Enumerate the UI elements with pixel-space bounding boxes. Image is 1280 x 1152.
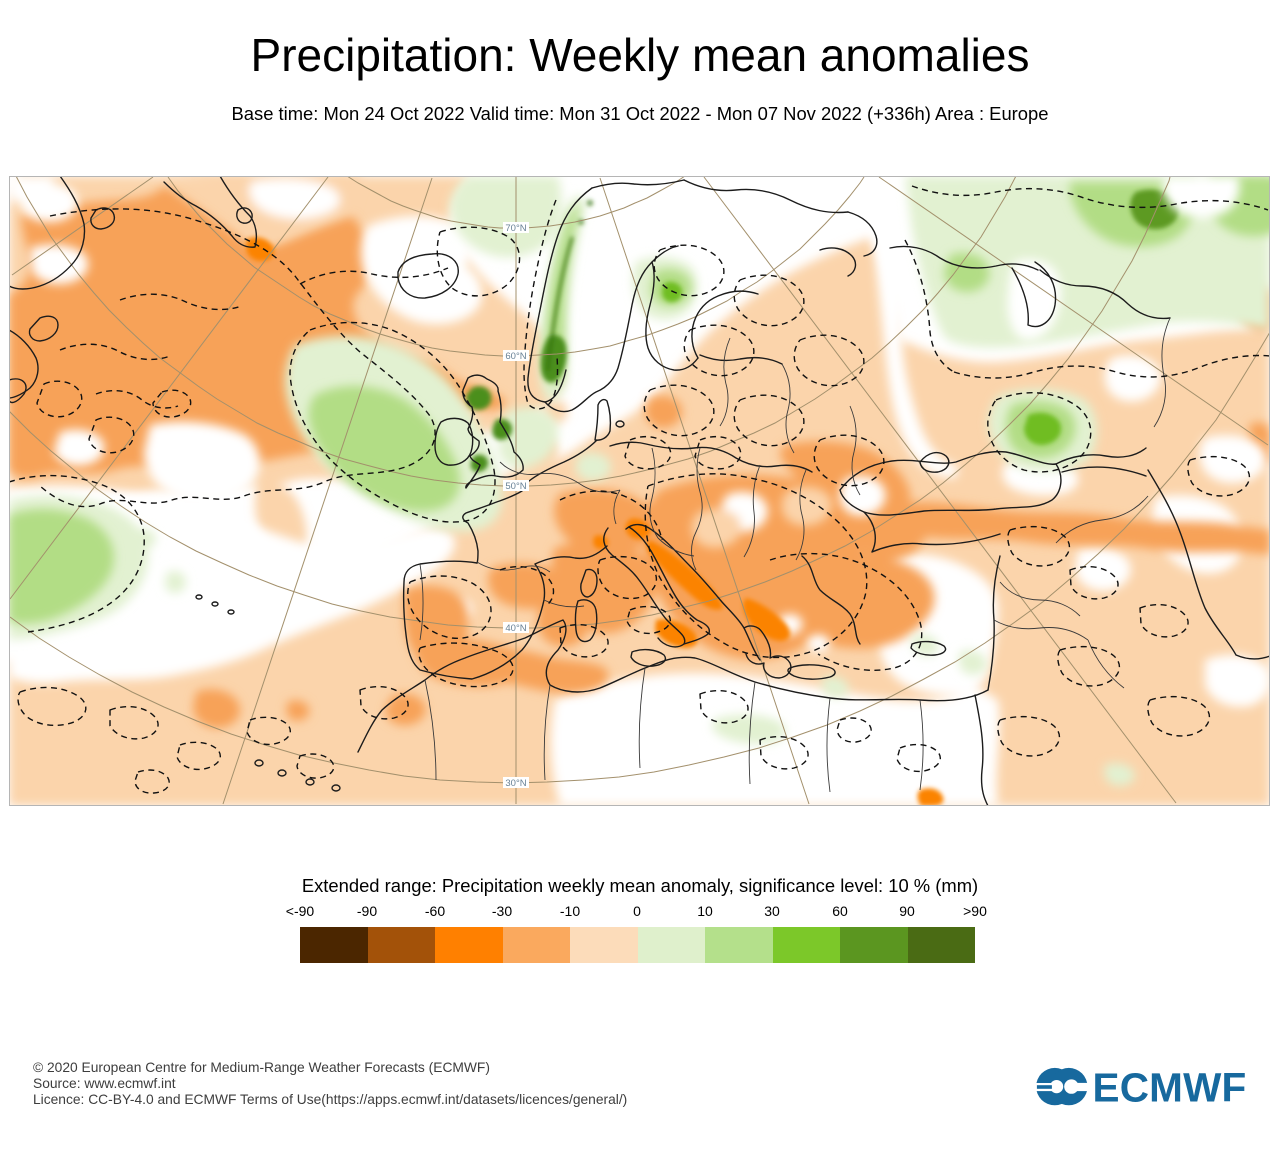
svg-text:ECMWF: ECMWF [1093, 1064, 1247, 1110]
svg-text:30°N: 30°N [505, 778, 526, 789]
svg-text:60°N: 60°N [505, 351, 526, 362]
svg-text:40°N: 40°N [505, 623, 526, 634]
svg-text:50°N: 50°N [505, 481, 526, 492]
svg-text:70°N: 70°N [505, 223, 526, 234]
